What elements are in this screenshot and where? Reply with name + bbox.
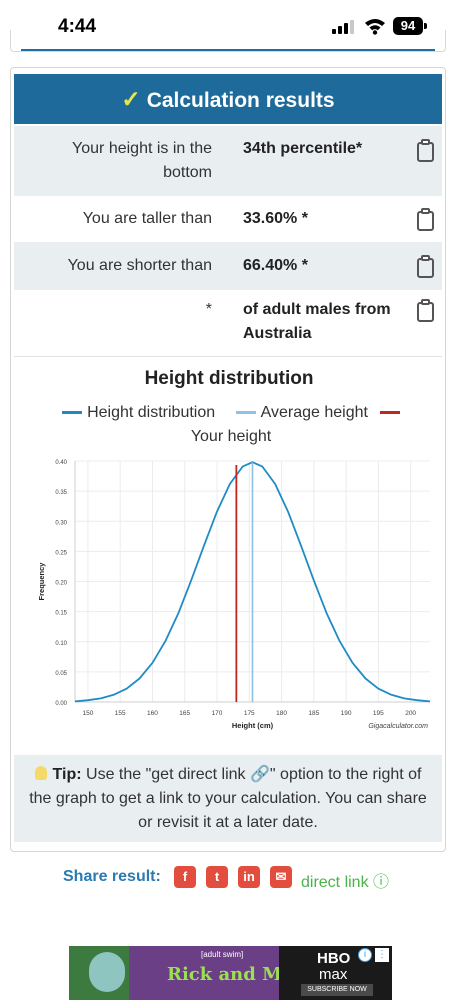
status-bar: 4:44 94	[0, 0, 462, 52]
cellular-signal-icon	[332, 20, 354, 34]
x-tick-label: 180	[276, 710, 287, 717]
copy-clipboard-icon[interactable]	[416, 208, 436, 232]
legend-item-distribution[interactable]: Height distribution	[62, 401, 215, 425]
result-value: 66.40% *	[243, 257, 308, 274]
x-tick-label: 165	[179, 710, 190, 717]
x-tick-label: 185	[308, 710, 319, 717]
tip-text: Use the "get direct link 🔗" option to th…	[29, 766, 427, 831]
tip-label: Tip:	[52, 766, 82, 783]
legend-item-average[interactable]: Average height	[235, 401, 400, 425]
y-tick-label: 0.25	[55, 550, 67, 556]
x-axis-label: Height (cm)	[232, 721, 274, 730]
email-icon[interactable]: ✉	[270, 866, 292, 888]
x-tick-label: 160	[147, 710, 158, 717]
x-tick-label: 195	[373, 710, 384, 717]
twitter-icon[interactable]: t	[206, 866, 228, 888]
copy-clipboard-icon[interactable]	[416, 299, 436, 323]
share-bar: Share result: f t in ✉ direct link ⓘ	[0, 866, 462, 891]
facebook-icon[interactable]: f	[174, 866, 196, 888]
result-row-population: * of adult males from Australia	[14, 290, 442, 356]
chart-legend: Height distribution Average height Your …	[31, 401, 431, 449]
y-tick-label: 0.35	[55, 490, 67, 496]
x-tick-label: 175	[244, 710, 255, 717]
result-row-percentile: Your height is in the bottom 34th percen…	[14, 126, 442, 196]
ad-subscribe-button[interactable]: SUBSCRIBE NOW	[301, 984, 373, 996]
result-label: Your height is in the bottom	[72, 140, 212, 181]
chart-watermark: Gigacalculator.com	[368, 723, 428, 730]
y-tick-label: 0.40	[55, 460, 67, 466]
x-tick-label: 155	[115, 710, 126, 717]
ad-brand: [adult swim]	[201, 950, 244, 959]
ad-max: max	[319, 966, 348, 983]
y-tick-label: 0.05	[55, 671, 67, 677]
y-tick-label: 0.30	[55, 520, 67, 526]
share-label: Share result:	[63, 868, 161, 885]
divider	[14, 356, 442, 357]
legend-label: Average height	[260, 404, 368, 421]
legend-label: Height distribution	[87, 404, 216, 421]
x-tick-label: 150	[82, 710, 93, 717]
battery-level: 94	[393, 17, 423, 35]
result-label: You are taller than	[82, 210, 212, 227]
results-card: ✓ Calculation results Your height is in t…	[10, 67, 446, 852]
advertisement-banner[interactable]: [adult swim] Rick and Morty HBO max SUBS…	[69, 946, 392, 1000]
direct-link[interactable]: direct link ⓘ	[301, 874, 390, 891]
x-tick-label: 170	[212, 710, 223, 717]
tip-box: Tip: Use the "get direct link 🔗" option …	[14, 755, 442, 842]
previous-card-edge	[10, 30, 446, 52]
y-tick-label: 0.15	[55, 611, 67, 617]
linkedin-icon[interactable]: in	[238, 866, 260, 888]
result-value: of adult males from Australia	[243, 301, 391, 342]
result-label: You are shorter than	[67, 257, 212, 274]
ad-close-icon[interactable]: ⋮	[375, 948, 389, 962]
y-tick-label: 0.00	[55, 701, 67, 707]
y-axis-label: Frequency	[37, 562, 46, 601]
lightbulb-icon	[34, 766, 47, 780]
x-tick-label: 200	[405, 710, 416, 717]
y-tick-label: 0.10	[55, 641, 67, 647]
ad-artwork	[69, 946, 279, 1000]
results-header: ✓ Calculation results	[14, 74, 442, 124]
result-row-shorter: You are shorter than 66.40% *	[14, 242, 442, 290]
result-label: *	[205, 301, 212, 318]
checkmark-icon: ✓	[121, 86, 141, 112]
ad-info-icon[interactable]: i	[358, 948, 372, 962]
x-tick-label: 190	[341, 710, 352, 717]
battery-icon	[424, 23, 427, 29]
legend-item-your-height[interactable]: Your height	[190, 428, 272, 445]
result-value: 34th percentile*	[243, 140, 363, 157]
results-header-title: Calculation results	[146, 89, 335, 112]
copy-clipboard-icon[interactable]	[416, 139, 436, 163]
result-row-taller: You are taller than 33.60% *	[14, 196, 442, 242]
copy-clipboard-icon[interactable]	[416, 255, 436, 279]
y-tick-label: 0.20	[55, 581, 67, 587]
height-distribution-chart: 0.00 0.05 0.10 0.15 0.20 0.25 0.30 0.35 0.40 150 1…	[37, 460, 431, 730]
ad-hbo: HBO	[317, 950, 351, 967]
wifi-icon	[365, 19, 385, 35]
chart-title: Height distribution	[144, 368, 314, 389]
result-value: 33.60% *	[243, 210, 308, 227]
distribution-curve	[74, 461, 431, 703]
legend-swatch-your-height	[379, 411, 400, 415]
status-time: 4:44	[58, 16, 97, 37]
